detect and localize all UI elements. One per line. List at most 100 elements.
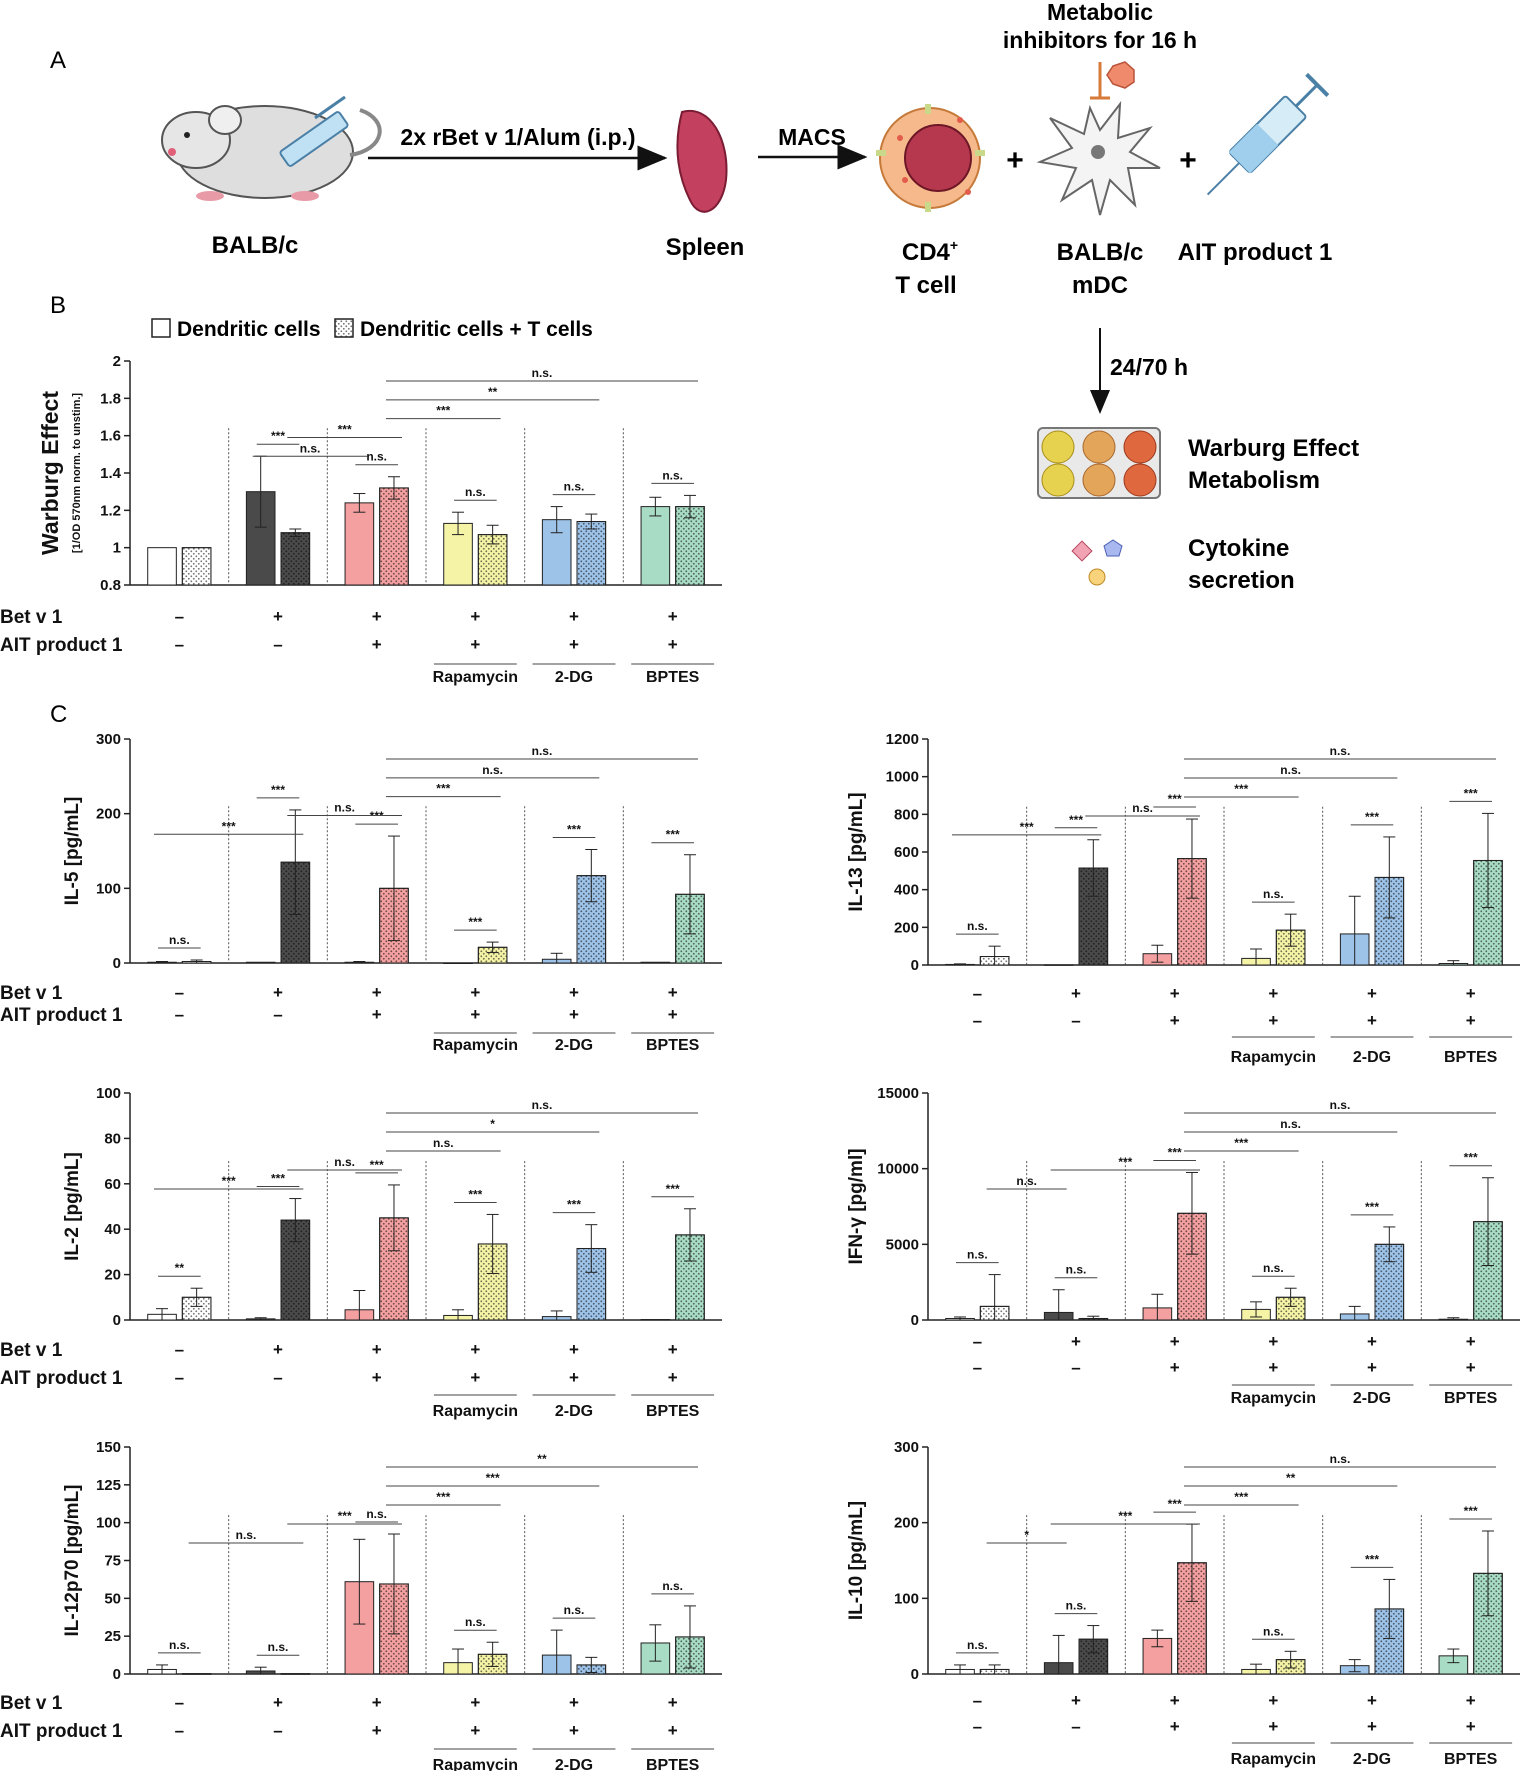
legend-swatch-dct: [334, 318, 354, 338]
y-axis-label: IL-12p70 [pg/mL]: [62, 1484, 83, 1636]
comparison-label: n.s.: [1132, 801, 1153, 815]
condition-bet: +: [1071, 1691, 1081, 1710]
significance-label: n.s.: [662, 468, 683, 482]
condition-bet: +: [1367, 1332, 1377, 1351]
charts: 0.8 1 1.2 1.4 1.6 1.8 2 Warburg Effect [1/OD 570…: [0, 353, 1520, 1771]
inhibitor-label: Rapamycin: [433, 1403, 518, 1420]
row-label-bet: Bet v 1: [0, 983, 63, 1004]
condition-ait: +: [569, 1721, 579, 1740]
condition-bet: +: [569, 607, 579, 626]
condition-ait: +: [1268, 1358, 1278, 1377]
spleen-illustration: [676, 109, 728, 213]
significance-label: n.s.: [564, 1603, 585, 1617]
comparison-label: n.s.: [532, 744, 553, 758]
significance-label: ***: [271, 783, 285, 797]
y-tick-label: 100: [96, 1515, 121, 1532]
cytokine-molecules-icon: [1071, 539, 1123, 586]
y-tick-label: 1: [113, 540, 121, 557]
panel-label-b: B: [50, 292, 66, 319]
condition-ait: +: [372, 635, 382, 654]
comparison-label: ***: [1118, 1509, 1132, 1523]
y-tick-label: 300: [96, 731, 121, 748]
readout1-line1: Warburg Effect: [1188, 435, 1359, 462]
y-tick-label: 0: [911, 1666, 919, 1683]
comparison-label: **: [1286, 1471, 1296, 1485]
mdc-label-1: BALB/c: [1057, 239, 1144, 266]
comparison-label: ***: [222, 1174, 236, 1188]
y-tick-label: 80: [104, 1130, 121, 1147]
chart-ifng: 0 5000 10000 15000 IFN-γ [pg/ml] n.s. n.s. *** n…: [846, 1085, 1520, 1407]
significance-label: ***: [666, 1182, 680, 1196]
condition-ait: –: [973, 1011, 982, 1030]
significance-label: n.s.: [662, 1579, 683, 1593]
significance-label: n.s.: [967, 919, 988, 933]
y-tick-label: 1.2: [100, 502, 121, 519]
condition-ait: +: [668, 1721, 678, 1740]
y-tick-label: 100: [96, 880, 121, 897]
condition-ait: +: [569, 1005, 579, 1024]
comparison-label: ***: [1118, 1155, 1132, 1169]
condition-ait: –: [273, 1721, 282, 1740]
row-label-ait: AIT product 1: [0, 1368, 123, 1389]
incubation-label: 24/70 h: [1110, 354, 1188, 380]
condition-ait: +: [668, 1005, 678, 1024]
comparison-label: ***: [486, 1471, 500, 1485]
condition-ait: –: [175, 1721, 184, 1740]
inhibitor-label: 2-DG: [1353, 1049, 1391, 1066]
condition-bet: +: [273, 607, 283, 626]
comparison-label: n.s.: [1330, 1098, 1351, 1112]
condition-ait: +: [569, 1368, 579, 1387]
condition-bet: +: [569, 1340, 579, 1359]
significance-label: ***: [567, 1198, 581, 1212]
y-tick-label: 25: [104, 1628, 121, 1645]
condition-ait: –: [1071, 1358, 1080, 1377]
y-tick-label: 60: [104, 1176, 121, 1193]
bar-pattern: [675, 506, 705, 586]
condition-ait: –: [273, 635, 282, 654]
comparison-label: n.s.: [1280, 763, 1301, 777]
inhibitor-label: 2-DG: [555, 669, 593, 686]
y-tick-label: 400: [894, 882, 919, 899]
significance-label: ***: [1168, 792, 1182, 806]
significance-label: ***: [1464, 1504, 1478, 1518]
y-tick-label: 1.4: [100, 465, 122, 482]
condition-bet: +: [668, 607, 678, 626]
y-tick-label: 75: [104, 1553, 121, 1570]
significance-label: ***: [1168, 1497, 1182, 1511]
panel-label-c: C: [50, 701, 67, 728]
significance-label: n.s.: [967, 1638, 988, 1652]
condition-ait: +: [668, 1368, 678, 1387]
chart-il5: 0 100 200 300 IL-5 [pg/mL] n.s. *** *** *** *** **…: [0, 731, 722, 1054]
bar-il13-dc-1: [1043, 964, 1074, 966]
row-label-bet: Bet v 1: [0, 607, 63, 628]
dendritic-cell-illustration: [1036, 100, 1161, 216]
legend-label-dc: Dendritic cells: [177, 318, 321, 341]
significance-label: **: [175, 1261, 185, 1275]
condition-ait: +: [470, 1368, 480, 1387]
well-plate-illustration: [1037, 427, 1161, 499]
bar-il5-dc-3: [443, 962, 473, 964]
ait-label: AIT product 1: [1178, 239, 1333, 266]
condition-bet: –: [175, 1693, 184, 1712]
y-tick-label: 40: [104, 1221, 121, 1238]
bar-warburg-dc-2: [344, 502, 375, 586]
condition-bet: +: [1466, 984, 1476, 1003]
condition-bet: +: [372, 1340, 382, 1359]
panel-a: A BALB/c 2x rBet v 1/Alum (i.p.) Spleen …: [50, 0, 1359, 594]
chart-il13: 0 200 400 600 800 1000 1200 IL-13 [pg/mL] n.s. **…: [846, 731, 1520, 1066]
significance-label: ***: [1365, 810, 1379, 824]
inhibitor-label: BPTES: [646, 1757, 700, 1771]
significance-label: n.s.: [169, 1638, 190, 1652]
bar-pattern: [280, 1673, 311, 1675]
condition-bet: +: [470, 1693, 480, 1712]
significance-label: n.s.: [564, 480, 585, 494]
comparison-label: ***: [338, 422, 352, 436]
condition-ait: –: [1071, 1011, 1080, 1030]
inhibitor-label: 2-DG: [555, 1403, 593, 1420]
condition-ait: +: [1367, 1717, 1377, 1736]
comparison-label: n.s.: [300, 441, 321, 455]
y-tick-label: 0: [113, 1312, 121, 1329]
condition-ait: –: [973, 1358, 982, 1377]
readout2-line1: Cytokine: [1188, 535, 1289, 562]
